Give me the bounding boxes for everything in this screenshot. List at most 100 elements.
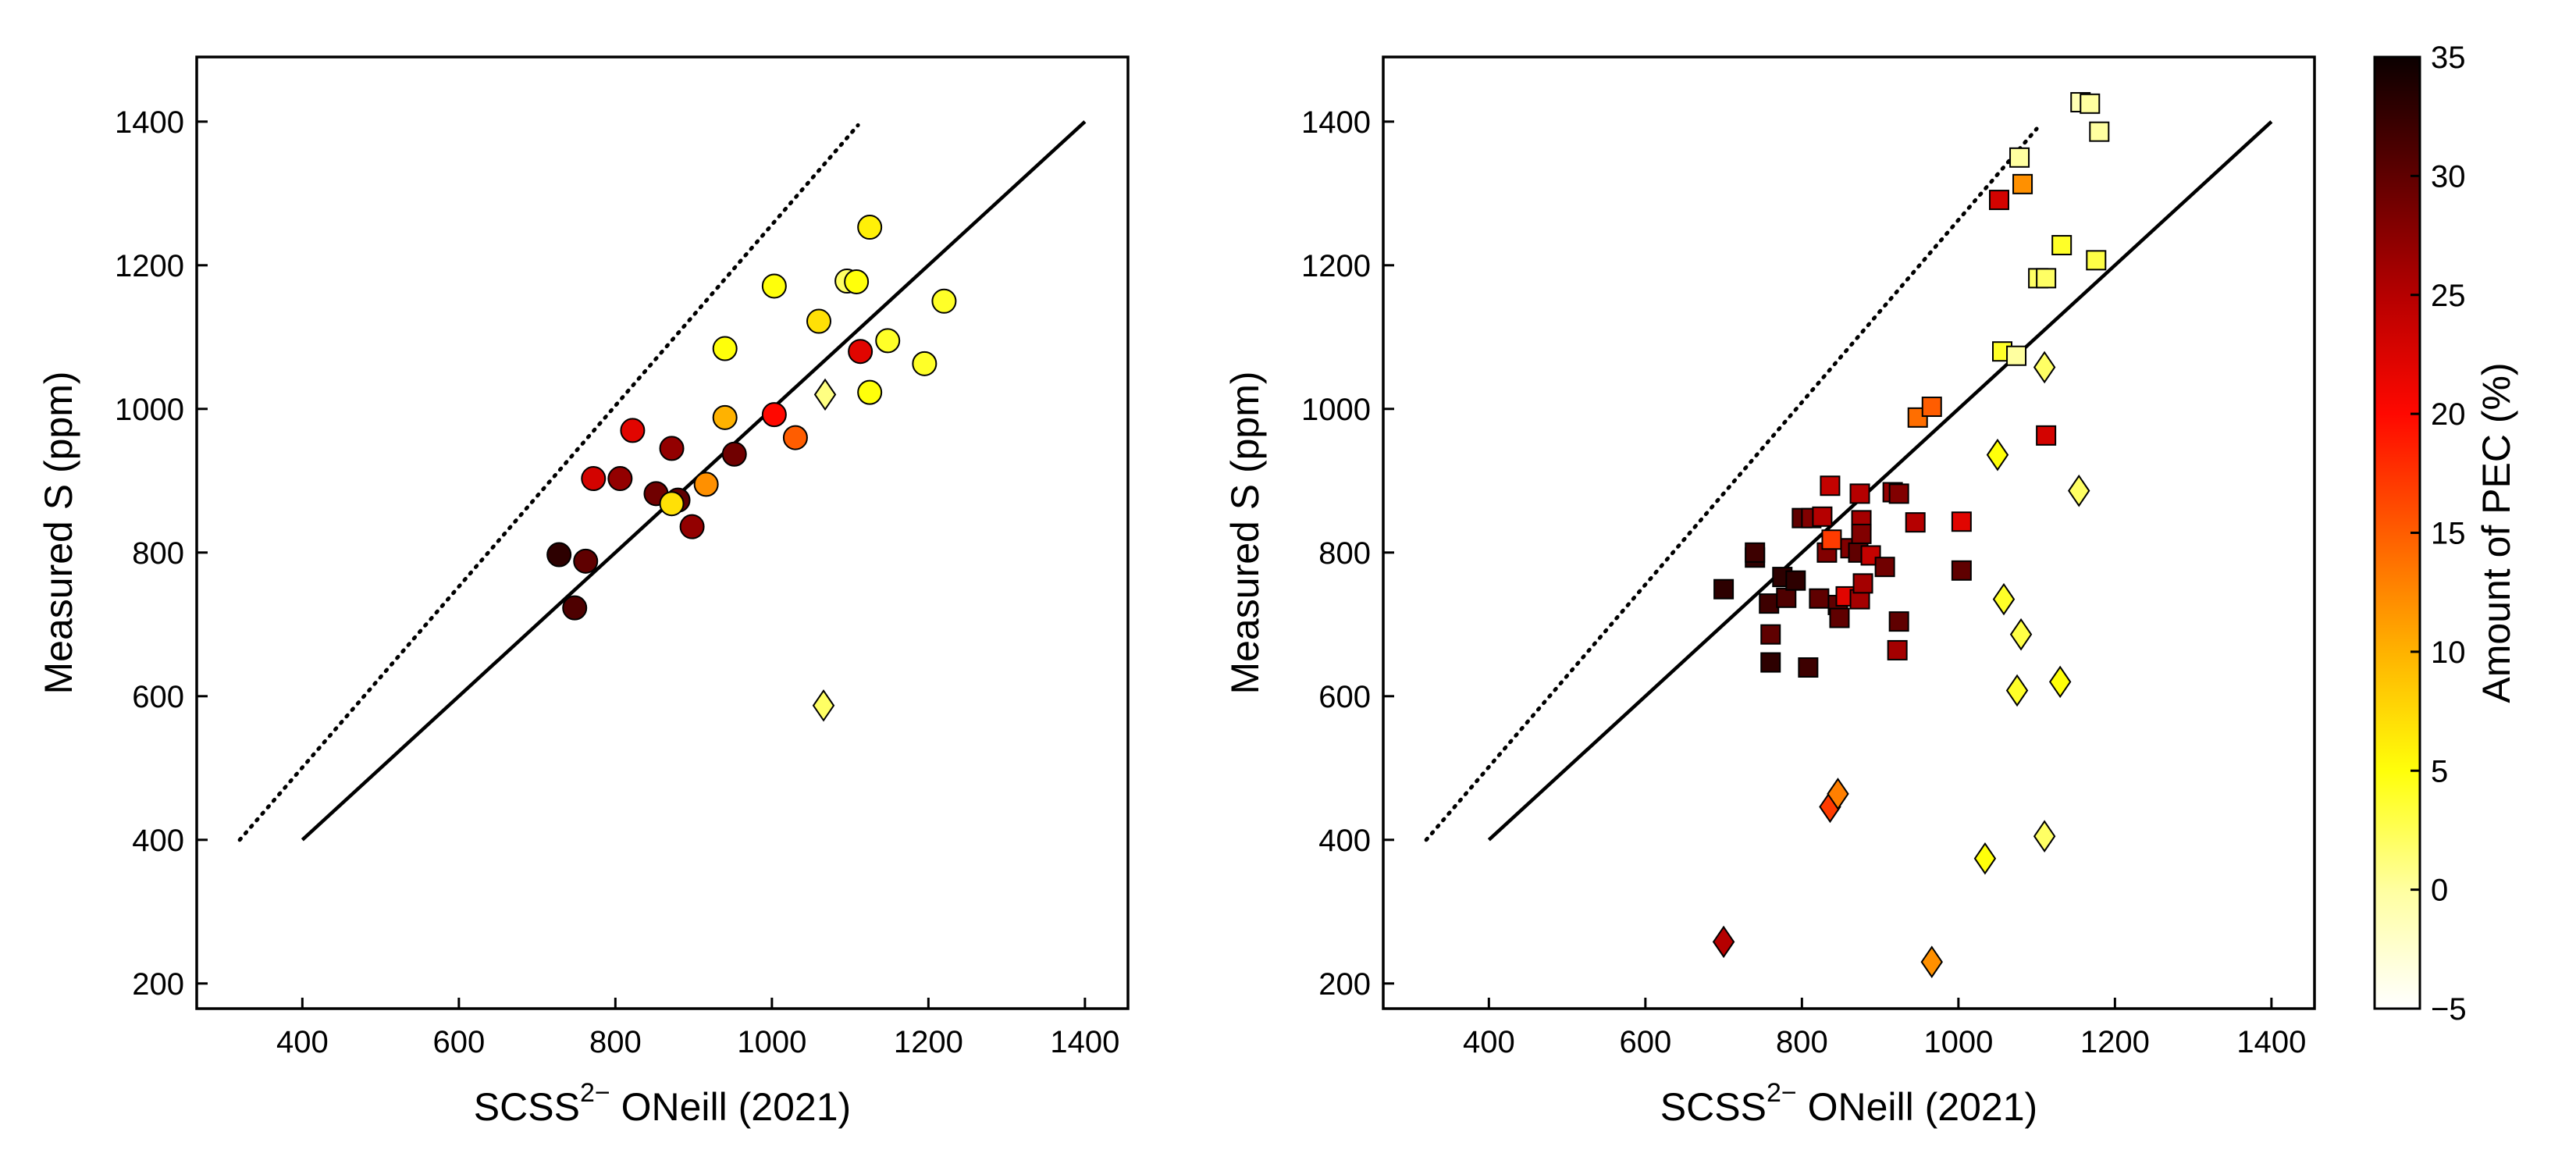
y-tick-label: 800 xyxy=(1318,536,1371,571)
circle-point xyxy=(857,379,883,405)
y-axis-label: Measured S (ppm) xyxy=(1223,371,1267,694)
square-point xyxy=(1887,639,1908,660)
square-point xyxy=(1820,475,1841,497)
square-point xyxy=(1776,587,1797,608)
x-tick-label: 400 xyxy=(1463,1025,1515,1059)
square-point xyxy=(2080,93,2101,114)
circle-point xyxy=(875,328,901,354)
square-point xyxy=(1951,511,1972,532)
x-tick-label: 400 xyxy=(276,1025,329,1059)
left-scatter-panel: 400 600 800 1000 1200 1400 200 400 600 800 1000 120… xyxy=(37,55,1130,1129)
x-axis-label-rest: ONeill (2021) xyxy=(1797,1085,2037,1129)
square-point xyxy=(1745,542,1766,563)
circle-point xyxy=(620,418,646,443)
square-point xyxy=(2036,425,2057,446)
square-point xyxy=(1849,483,1870,504)
y-tick-label: 1000 xyxy=(115,393,184,427)
square-point xyxy=(1785,570,1806,591)
diamond-point xyxy=(1992,582,2016,616)
y-tick-label: 1400 xyxy=(1301,105,1371,140)
square-point xyxy=(2089,121,2110,142)
circle-point xyxy=(857,215,883,240)
diamond-point xyxy=(812,689,835,722)
plot-frame xyxy=(1382,55,2316,1010)
square-point xyxy=(1760,652,1781,673)
square-point xyxy=(1874,557,1895,578)
square-point xyxy=(2051,235,2073,256)
one-to-one-line xyxy=(1487,120,2273,842)
x-tick-label: 1000 xyxy=(1923,1025,1993,1059)
circle-point xyxy=(546,542,572,568)
x-tick-label: 1400 xyxy=(2236,1025,2306,1059)
square-point xyxy=(2036,268,2057,289)
diamond-point xyxy=(2005,674,2029,707)
x-axis-label: SCSS2− ONeill (2021) xyxy=(1660,1078,2037,1129)
colorbar-tick-label: 15 xyxy=(2431,517,2466,551)
circle-point xyxy=(607,466,633,492)
circle-point xyxy=(782,425,808,450)
data-points xyxy=(546,215,957,722)
colorbar: −5 0 5 10 15 20 25 30 35 Amount of PEC (%) xyxy=(2373,41,2518,1027)
data-points xyxy=(1712,91,2110,978)
y-axis-label: Measured S (ppm) xyxy=(37,371,80,694)
circle-point xyxy=(806,308,832,334)
dotted-reference-line xyxy=(237,123,860,842)
x-axis-label: SCSS2− ONeill (2021) xyxy=(474,1078,851,1129)
x-tick-label: 600 xyxy=(432,1025,485,1059)
square-point xyxy=(1888,483,1909,504)
y-tick-label: 1000 xyxy=(1301,393,1371,427)
colorbar-tick-label: 25 xyxy=(2431,279,2466,313)
x-tick-label: 600 xyxy=(1619,1025,1671,1059)
diamond-point xyxy=(1827,778,1849,810)
colorbar-label: Amount of PEC (%) xyxy=(2475,362,2518,703)
colorbar-tick-label: 20 xyxy=(2431,397,2466,432)
y-tick-label: 400 xyxy=(132,824,184,858)
circle-point xyxy=(573,548,599,574)
x-tick-label: 1000 xyxy=(737,1025,806,1059)
y-tick-label: 1200 xyxy=(1301,249,1371,283)
y-tick-label: 200 xyxy=(132,967,184,1002)
square-point xyxy=(1809,588,1830,609)
square-point xyxy=(2009,147,2030,168)
square-point xyxy=(1921,397,1942,418)
right-scatter-panel: 400 600 800 1000 1200 1400 200 400 600 800 1000 120… xyxy=(1223,55,2316,1129)
y-tick-label: 1200 xyxy=(115,249,184,283)
circle-point xyxy=(679,514,705,539)
colorbar-tick-label: 0 xyxy=(2431,874,2448,908)
square-point xyxy=(2012,173,2033,194)
circle-point xyxy=(912,351,938,376)
y-tick-label: 1400 xyxy=(115,105,184,140)
circle-point xyxy=(712,336,738,361)
x-tick-label: 800 xyxy=(1776,1025,1828,1059)
y-tick-label: 200 xyxy=(1318,967,1371,1002)
circle-point xyxy=(848,339,873,365)
x-tick-label: 1200 xyxy=(2080,1025,2150,1059)
circle-point xyxy=(562,595,588,621)
dotted-reference-line xyxy=(1424,126,2039,842)
diamond-point xyxy=(1986,438,2009,472)
diamond-point xyxy=(1920,945,1943,978)
diamond-point xyxy=(2068,474,2090,507)
colorbar-tick-label: 5 xyxy=(2431,754,2448,788)
diamond-point xyxy=(2009,618,2033,651)
diamond-point xyxy=(2048,665,2072,699)
square-point xyxy=(1951,560,1972,581)
diamond-point xyxy=(1973,842,1997,875)
x-axis-label-superscript: 2− xyxy=(1767,1078,1797,1108)
y-tick-label: 400 xyxy=(1318,824,1371,858)
square-point xyxy=(1829,607,1850,628)
square-point xyxy=(2006,345,2027,366)
circle-point xyxy=(659,491,685,517)
colorbar-tick-label: 35 xyxy=(2431,41,2466,75)
x-axis-label-superscript: 2− xyxy=(580,1078,610,1108)
colorbar-tick-label: 10 xyxy=(2431,635,2466,670)
plot-frame xyxy=(195,55,1130,1010)
x-tick-label: 800 xyxy=(589,1025,642,1059)
circle-point xyxy=(931,288,957,314)
circle-point xyxy=(721,441,747,467)
x-axis-label-rest: ONeill (2021) xyxy=(610,1085,851,1129)
y-tick-label: 800 xyxy=(132,536,184,571)
colorbar-tick-label: 30 xyxy=(2431,159,2466,194)
diamond-point xyxy=(1712,925,1735,959)
